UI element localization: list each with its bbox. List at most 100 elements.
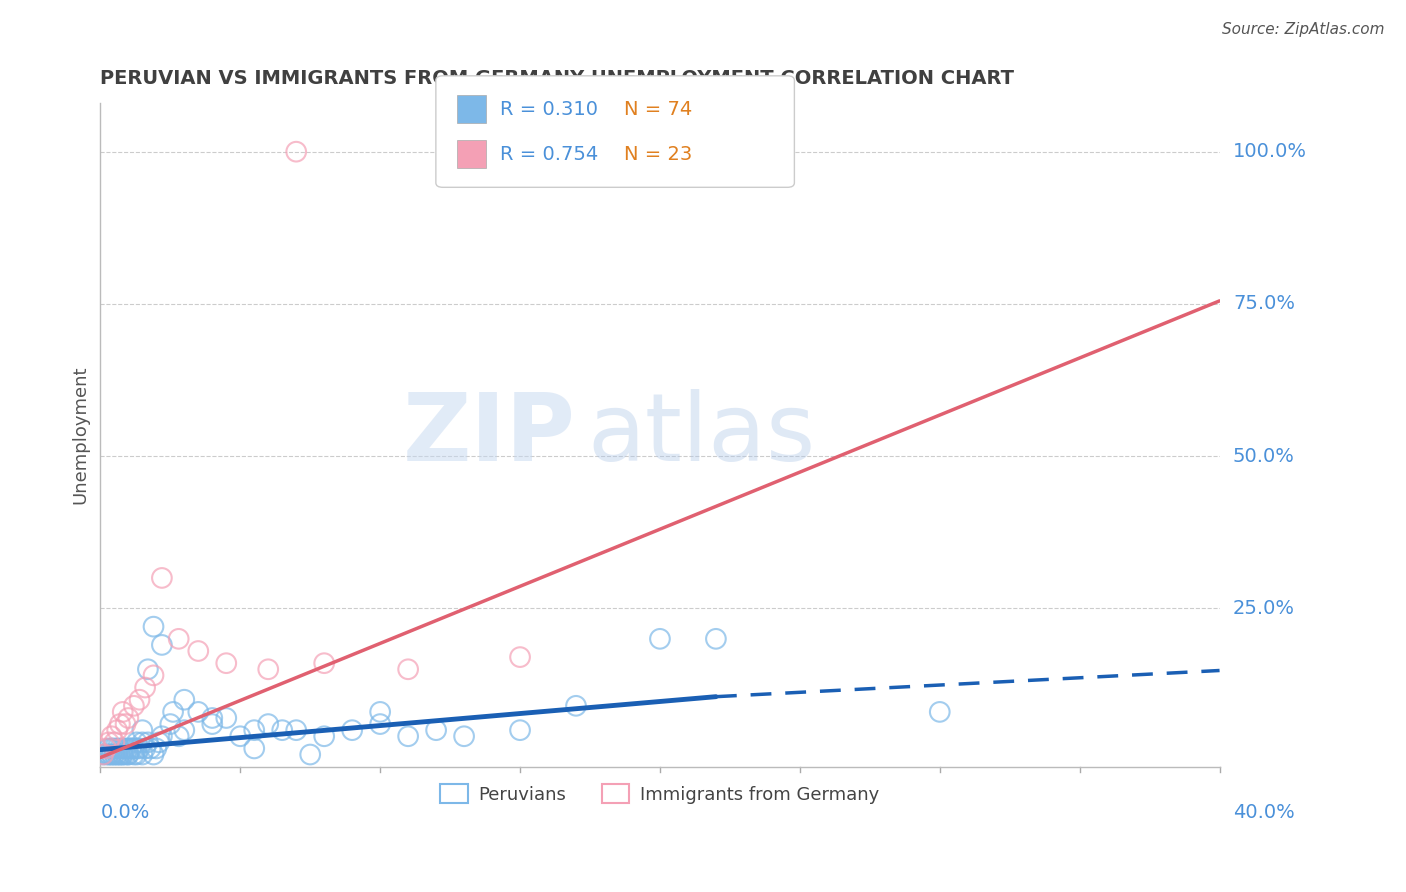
Point xyxy=(131,723,153,738)
Point xyxy=(117,747,139,762)
Point xyxy=(108,741,131,756)
Text: 100.0%: 100.0% xyxy=(1233,142,1308,161)
Point xyxy=(122,747,145,762)
Point xyxy=(97,735,120,749)
Point xyxy=(173,692,195,706)
Text: 0.0%: 0.0% xyxy=(100,803,149,822)
Point xyxy=(148,735,170,749)
Text: N = 23: N = 23 xyxy=(624,145,692,163)
Point xyxy=(100,741,122,756)
Point xyxy=(117,747,139,762)
Point xyxy=(91,747,114,762)
Point xyxy=(396,729,419,743)
Point xyxy=(136,662,159,676)
Point xyxy=(111,741,134,756)
Point xyxy=(105,747,128,762)
Point xyxy=(150,638,173,652)
Point xyxy=(187,644,209,658)
Point xyxy=(97,741,120,756)
Point xyxy=(105,723,128,738)
Point xyxy=(215,711,238,725)
Y-axis label: Unemployment: Unemployment xyxy=(72,366,89,504)
Point xyxy=(257,717,280,731)
Point xyxy=(229,729,252,743)
Point xyxy=(314,656,336,670)
Point xyxy=(128,692,150,706)
Point xyxy=(97,747,120,762)
Point xyxy=(122,741,145,756)
Point xyxy=(108,747,131,762)
Point xyxy=(105,741,128,756)
Point xyxy=(100,747,122,762)
Point xyxy=(648,632,671,646)
Point xyxy=(150,729,173,743)
Text: R = 0.754: R = 0.754 xyxy=(499,145,598,163)
Point xyxy=(142,620,165,634)
Legend: Peruvians, Immigrants from Germany: Peruvians, Immigrants from Germany xyxy=(433,777,887,811)
Point xyxy=(122,698,145,713)
Point xyxy=(105,747,128,762)
Text: N = 74: N = 74 xyxy=(624,100,692,119)
Point xyxy=(103,747,125,762)
Point xyxy=(453,729,475,743)
Point xyxy=(340,723,363,738)
Point xyxy=(243,741,266,756)
Point xyxy=(134,681,156,695)
Point xyxy=(368,705,391,719)
Point xyxy=(108,717,131,731)
Point xyxy=(425,723,447,738)
Point xyxy=(114,747,136,762)
Point xyxy=(704,632,727,646)
Text: 40.0%: 40.0% xyxy=(1233,803,1295,822)
Text: Source: ZipAtlas.com: Source: ZipAtlas.com xyxy=(1222,22,1385,37)
Point xyxy=(117,711,139,725)
Point xyxy=(103,747,125,762)
Point xyxy=(285,723,308,738)
Point xyxy=(565,698,588,713)
Point xyxy=(114,741,136,756)
Point xyxy=(120,741,142,756)
Point xyxy=(396,662,419,676)
Point xyxy=(111,747,134,762)
Point xyxy=(257,662,280,676)
Text: 75.0%: 75.0% xyxy=(1233,294,1295,313)
Point xyxy=(134,741,156,756)
Text: 25.0%: 25.0% xyxy=(1233,599,1295,618)
Point xyxy=(139,741,162,756)
Point xyxy=(108,747,131,762)
Point xyxy=(111,747,134,762)
Point xyxy=(120,741,142,756)
Point xyxy=(91,747,114,762)
Point xyxy=(314,729,336,743)
Point xyxy=(125,735,148,749)
Text: 50.0%: 50.0% xyxy=(1233,447,1295,466)
Point xyxy=(103,735,125,749)
Text: R = 0.310: R = 0.310 xyxy=(499,100,598,119)
Point xyxy=(173,723,195,738)
Text: PERUVIAN VS IMMIGRANTS FROM GERMANY UNEMPLOYMENT CORRELATION CHART: PERUVIAN VS IMMIGRANTS FROM GERMANY UNEM… xyxy=(100,69,1014,87)
Point xyxy=(187,705,209,719)
Point xyxy=(285,145,308,159)
Point xyxy=(201,711,224,725)
Point xyxy=(117,741,139,756)
Point xyxy=(94,747,117,762)
Point xyxy=(97,747,120,762)
Point xyxy=(125,741,148,756)
Point xyxy=(150,571,173,585)
Point xyxy=(162,705,184,719)
Point xyxy=(509,650,531,665)
Point xyxy=(131,735,153,749)
Point xyxy=(142,668,165,682)
Point xyxy=(299,747,322,762)
Point xyxy=(215,656,238,670)
Point xyxy=(167,729,190,743)
Point xyxy=(131,747,153,762)
Point xyxy=(111,705,134,719)
Point xyxy=(145,741,167,756)
Point xyxy=(125,747,148,762)
Point xyxy=(167,632,190,646)
Point xyxy=(243,723,266,738)
Point xyxy=(100,729,122,743)
Point xyxy=(142,747,165,762)
Point xyxy=(201,717,224,731)
